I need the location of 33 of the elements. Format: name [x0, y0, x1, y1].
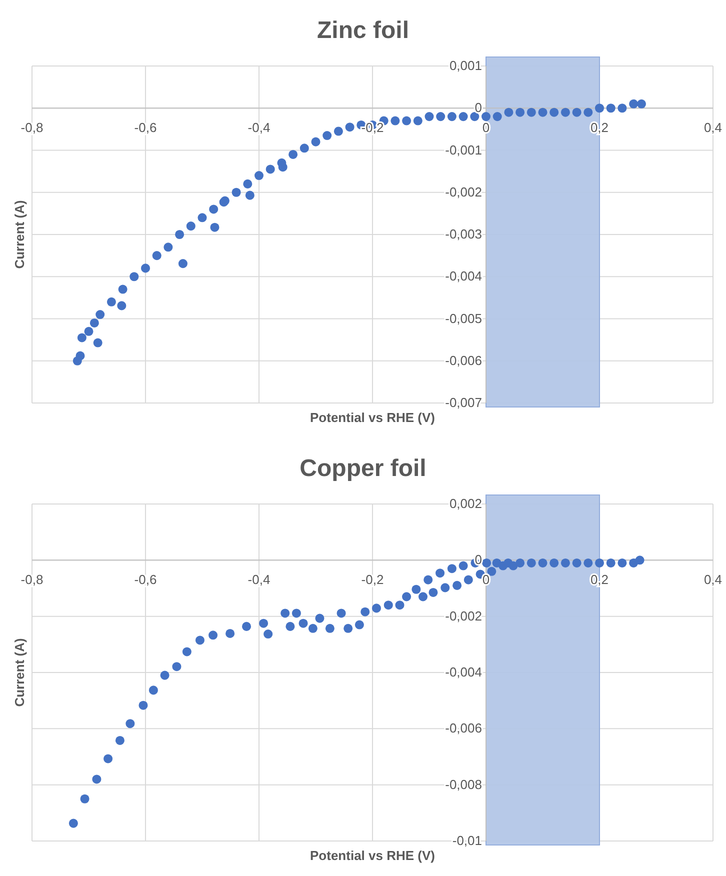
y-tick-label: 0,001	[449, 58, 482, 73]
y-tick-label: -0,006	[445, 352, 482, 368]
x-tick-label: 0,4	[704, 572, 722, 588]
y-tick-label: 0	[474, 100, 482, 116]
y-tick-label: -0,007	[445, 395, 482, 410]
x-tick-label: 0,4	[704, 120, 722, 136]
x-axis-title: Potential vs RHE (V)	[310, 410, 435, 425]
y-tick-label: -0,004	[445, 268, 482, 284]
x-tick-label: -0,6	[134, 572, 157, 588]
x-tick-label: 0,2	[590, 572, 609, 588]
x-tick-label: -0,2	[361, 572, 384, 588]
y-tick-label: -0,006	[445, 720, 482, 736]
y-tick-label: -0,01	[452, 833, 482, 848]
y-tick-label: -0,002	[445, 184, 482, 200]
x-tick-label: 0,2	[590, 120, 609, 136]
y-axis-title: Current (A)	[12, 638, 27, 707]
chart-title: Copper foil	[300, 455, 426, 482]
x-tick-label: -0,4	[248, 572, 270, 588]
x-tick-label: -0,6	[134, 120, 157, 136]
x-tick-label: -0,8	[20, 120, 44, 136]
chart-title: Zinc foil	[317, 17, 409, 44]
y-tick-label: -0,003	[445, 226, 482, 242]
y-tick-label: -0,004	[445, 664, 482, 680]
x-tick-label: -0,4	[248, 120, 270, 136]
y-tick-label: -0,002	[445, 608, 482, 624]
x-tick-label: -0,2	[361, 120, 384, 136]
y-tick-label: 0,002	[449, 496, 482, 511]
y-tick-label: -0,005	[445, 310, 482, 326]
x-tick-label: -0,8	[20, 572, 44, 588]
y-tick-label: -0,001	[445, 142, 482, 158]
y-axis-title: Current (A)	[12, 200, 27, 269]
x-axis-title: Potential vs RHE (V)	[310, 848, 435, 863]
y-tick-label: -0,008	[445, 776, 482, 792]
